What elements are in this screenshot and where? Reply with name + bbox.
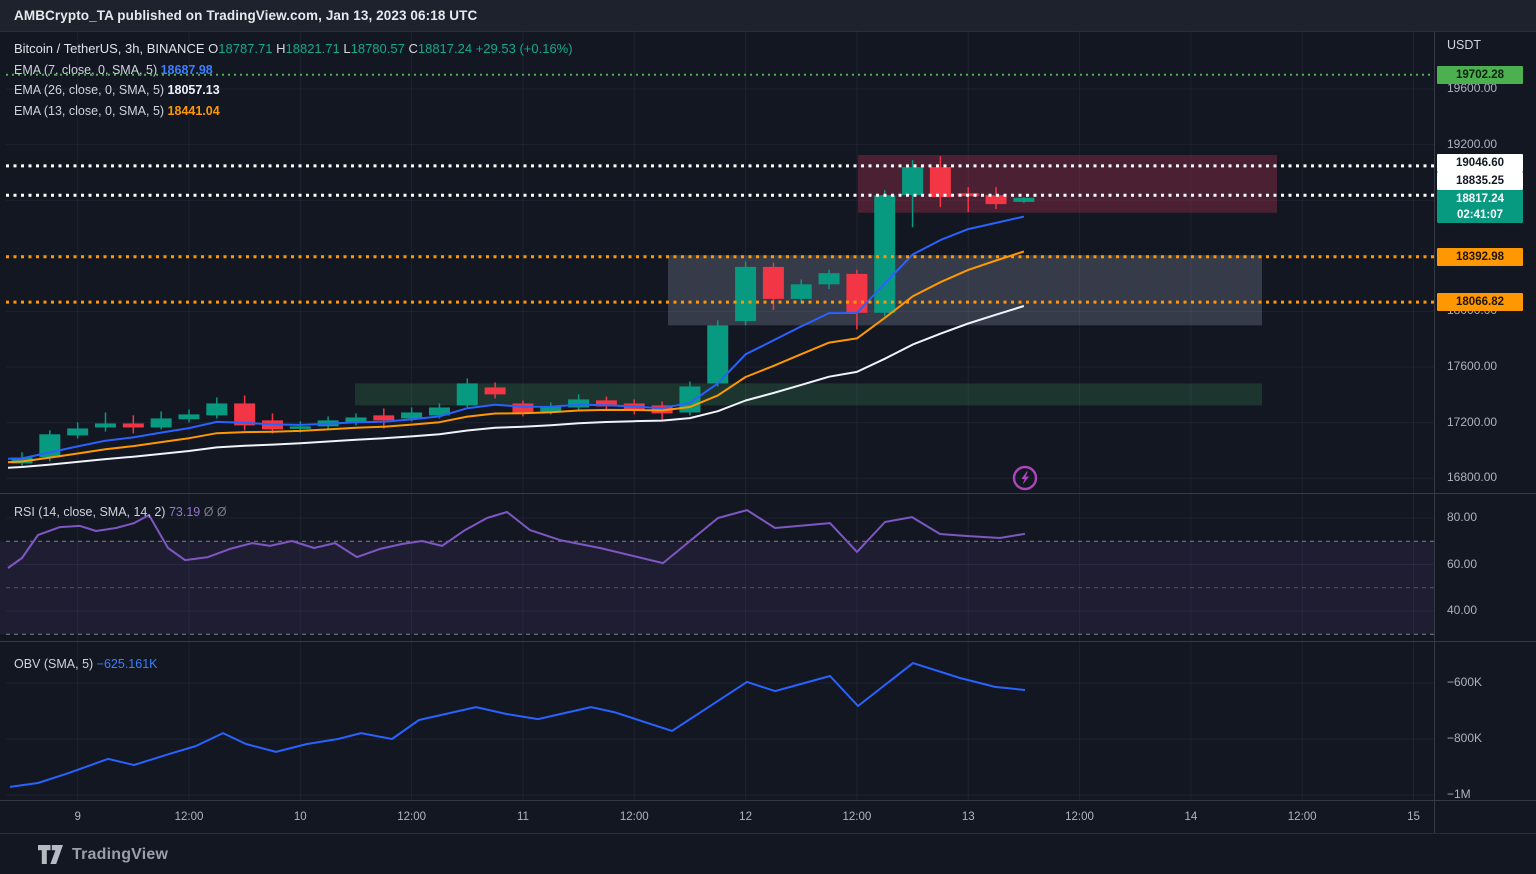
flash-icon[interactable]	[1011, 464, 1039, 497]
rsi-band	[0, 541, 1434, 635]
candle	[707, 325, 729, 384]
obv-line	[9, 662, 1026, 788]
bar-countdown: 02:41:07	[1456, 209, 1504, 221]
price-level-badge: 18835.25	[1437, 172, 1523, 190]
price-level-badge: 19046.60	[1437, 154, 1523, 172]
time-axis-label: 12:00	[397, 811, 426, 823]
candle	[94, 423, 116, 428]
time-axis-label: 12:00	[1287, 811, 1317, 823]
obv-axis-label: −800K	[1447, 731, 1483, 745]
candle	[540, 406, 562, 412]
price-axis[interactable]: USDT 19600.0019200.0018000.0017600.00172…	[1434, 31, 1536, 833]
time-axis-label: 12:00	[174, 811, 204, 823]
candle	[762, 266, 784, 299]
price-axis-label: 16800.00	[1447, 470, 1498, 485]
rsi-axis-label: 80.00	[1447, 510, 1478, 524]
time-axis-label: 10	[293, 811, 307, 823]
candle	[846, 273, 868, 313]
candle	[150, 418, 172, 428]
indicator-label[interactable]: EMA (7, close, 0, SMA, 5)	[14, 62, 158, 77]
candle	[206, 403, 228, 416]
obv-axis-label: −1M	[1447, 787, 1471, 801]
brand-name[interactable]: TradingView	[72, 845, 169, 863]
time-axis-label: 13	[961, 811, 975, 823]
ema-7-line	[7, 215, 1025, 460]
rsi-legend-label[interactable]: RSI (14, close, SMA, 14, 2)	[14, 505, 166, 519]
pane-separator[interactable]	[0, 493, 1536, 494]
candle	[345, 417, 367, 423]
time-axis-label: 12:00	[619, 811, 649, 823]
candle	[484, 387, 506, 395]
candle	[11, 457, 33, 464]
last-price: 18817.24	[1456, 193, 1504, 205]
candle	[874, 195, 896, 313]
candle	[679, 386, 701, 413]
current-price-badge: 18817.24 02:41:07	[1437, 190, 1523, 223]
candle	[929, 167, 951, 198]
symbol-title[interactable]: Bitcoin / TetherUS, 3h, BINANCE	[14, 41, 205, 56]
time-axis-label: 15	[1407, 811, 1420, 823]
price-level-badge: 19702.28	[1437, 65, 1523, 84]
candle	[902, 167, 924, 196]
price-axis-label: 17600.00	[1447, 359, 1498, 373]
candle	[1013, 197, 1035, 202]
publish-bar: AMBCrypto_TA published on TradingView.co…	[0, 0, 1536, 32]
currency-label: USDT	[1447, 38, 1482, 52]
candle	[595, 400, 617, 407]
candle	[401, 412, 423, 419]
price-level-badge: 18066.82	[1437, 293, 1523, 312]
time-axis-label: 9	[74, 811, 81, 823]
candle	[178, 414, 200, 420]
footer: TradingView	[0, 833, 1536, 874]
publish-info: AMBCrypto_TA published on TradingView.co…	[14, 8, 478, 23]
obv-axis-label: −600K	[1447, 675, 1483, 689]
candle	[512, 403, 534, 413]
candle	[651, 405, 673, 414]
time-axis-label: 14	[1184, 811, 1198, 823]
candle	[373, 415, 395, 421]
candle	[985, 195, 1007, 205]
candle	[289, 426, 311, 429]
candle	[735, 266, 757, 322]
ema-13-line	[7, 250, 1025, 464]
range-zone	[668, 255, 1262, 326]
candle	[568, 399, 590, 408]
time-axis[interactable]: 9 12:00 10 12:00 11 12:00 12 12:00 13 12:00 14 12:0…	[0, 800, 1536, 834]
price-pane[interactable]	[0, 31, 1434, 493]
candle	[234, 403, 256, 426]
ema-26-line	[7, 305, 1025, 469]
price-axis-label: 17200.00	[1447, 414, 1498, 429]
indicator-label[interactable]: EMA (13, close, 0, SMA, 5)	[14, 103, 165, 118]
pane-separator[interactable]	[0, 641, 1536, 642]
price-axis-label: 19200.00	[1447, 136, 1498, 151]
rsi-axis-label: 40.00	[1447, 603, 1478, 617]
tradingview-logo-icon[interactable]	[38, 845, 63, 864]
candle	[67, 428, 89, 436]
time-axis-label: 12:00	[842, 811, 872, 823]
indicator-label[interactable]: EMA (26, close, 0, SMA, 5)	[14, 83, 165, 97]
price-axis-label: 19600.00	[1447, 81, 1498, 95]
candle	[790, 284, 812, 299]
price-level-badge: 18392.98	[1437, 247, 1523, 266]
obv-pane[interactable]	[0, 642, 1434, 800]
time-axis-label: 12:00	[1065, 811, 1094, 823]
candle	[818, 273, 840, 285]
rsi-pane[interactable]	[0, 494, 1434, 641]
candle	[428, 407, 450, 416]
time-axis-label: 11	[516, 811, 529, 823]
obv-legend-label[interactable]: OBV (SMA, 5)	[14, 657, 94, 671]
rsi-line	[7, 509, 1026, 569]
candle	[122, 423, 144, 428]
time-axis-label: 12	[739, 811, 752, 823]
candle	[456, 383, 478, 406]
rsi-axis-label: 60.00	[1447, 556, 1478, 571]
